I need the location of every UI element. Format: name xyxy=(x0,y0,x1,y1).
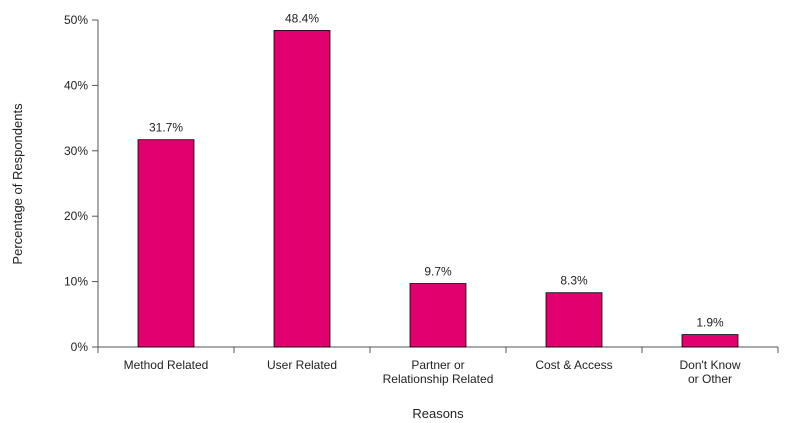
x-tick-label-4-line-1: or Other xyxy=(688,372,732,386)
x-tick-label-4: Don't Know or Other xyxy=(680,358,741,386)
y-tick-label-20: 20% xyxy=(64,209,88,223)
x-tick-label-2-line-0: Partner or xyxy=(411,358,464,372)
bar-0 xyxy=(137,139,195,348)
x-tick-label-1-line-0: User Related xyxy=(267,358,337,372)
x-tick-label-2-line-1: Relationship Related xyxy=(383,372,494,386)
data-label-2: 9.7% xyxy=(424,265,452,279)
y-tick-label-0: 0% xyxy=(71,340,89,354)
data-label-1: 48.4% xyxy=(285,11,319,25)
x-tick-label-1: User Related xyxy=(267,358,337,372)
data-label-4: 1.9% xyxy=(696,316,724,330)
x-tick-label-2: Partner or Relationship Related xyxy=(383,358,494,386)
y-tick-label-10: 10% xyxy=(64,275,88,289)
bar-1 xyxy=(273,30,331,348)
y-axis-title: Percentage of Respondents xyxy=(10,103,25,265)
y-axis: 0% 10% 20% 30% 40% 50% xyxy=(64,13,99,354)
y-tick-label-40: 40% xyxy=(64,78,88,92)
data-label-3: 8.3% xyxy=(560,274,588,288)
x-tick-label-0-line-0: Method Related xyxy=(124,358,209,372)
x-tick-label-3-line-0: Cost & Access xyxy=(535,358,612,372)
y-tick-label-30: 30% xyxy=(64,144,88,158)
data-labels: 31.7% 48.4% 9.7% 8.3% 1.9% xyxy=(149,11,724,329)
y-tick-label-50: 50% xyxy=(64,13,88,27)
x-tick-label-3: Cost & Access xyxy=(535,358,612,372)
x-tick-label-0: Method Related xyxy=(124,358,209,372)
data-label-0: 31.7% xyxy=(149,121,183,135)
x-tick-label-4-line-0: Don't Know xyxy=(680,358,741,372)
bar-4 xyxy=(681,334,739,348)
bar-2 xyxy=(409,283,467,348)
x-axis: Method Related User Related Partner or Rela… xyxy=(97,346,779,386)
bars xyxy=(137,30,739,348)
bar-3 xyxy=(545,292,603,348)
x-axis-title: Reasons xyxy=(412,406,464,421)
